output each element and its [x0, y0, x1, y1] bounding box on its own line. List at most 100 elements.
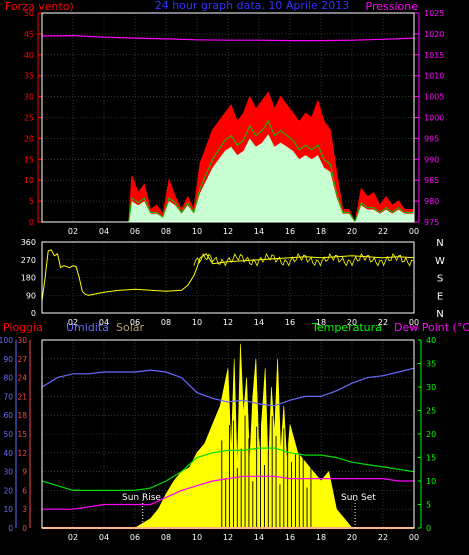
humidity-tick-label: 40: [3, 449, 13, 458]
bottom-x-tick-label: 08: [161, 533, 171, 542]
pressure-tick-label: 1015: [424, 51, 444, 60]
humidity-tick-label: 50: [3, 430, 13, 439]
wind-tick-label: 50: [24, 9, 34, 18]
top-x-tick-label: 02: [68, 227, 78, 236]
bottom-x-tick-label: 18: [316, 533, 326, 542]
bottom-x-tick-label: 06: [130, 533, 140, 542]
humidity-line: [41, 367, 415, 407]
bottom-x-tick-label: 04: [99, 533, 109, 542]
direction-tick-label: 360: [21, 238, 36, 247]
avg-wind-line: [42, 120, 414, 224]
temperature-label: Temperatura: [311, 321, 382, 334]
mid-x-tick-label: 18: [316, 318, 326, 327]
dew-point-line: [42, 475, 414, 510]
wind-tick-label: 45: [24, 30, 34, 39]
mid-x-tick-label: 20: [347, 318, 357, 327]
direction-tick-label: 0: [31, 309, 36, 318]
dew-point-label: Dew Point (°C): [394, 321, 469, 334]
sun-set-annotation: Sun Set: [341, 493, 376, 503]
temperature-tick-label: 5: [426, 501, 431, 510]
avg-wind-area: [42, 134, 414, 222]
compass-label: N: [436, 309, 443, 320]
wind-tick-label: 5: [29, 197, 34, 206]
mid-x-tick-label: 08: [161, 318, 171, 327]
top-x-tick-label: 04: [99, 227, 109, 236]
pressure-axis-label: Pressione: [366, 0, 419, 13]
temperature-tick-label: 25: [426, 407, 436, 416]
solar-label: Solar: [116, 321, 145, 334]
humidity-tick-label: 70: [3, 392, 13, 401]
rain-tick-label: 15: [17, 430, 27, 439]
pressure-tick-label: 985: [424, 176, 439, 185]
rain-tick-label: 27: [17, 355, 27, 364]
humidity-tick-label: 30: [3, 468, 13, 477]
humidity-tick-label: 100: [0, 336, 13, 345]
temperature-tick-label: 20: [426, 430, 436, 439]
pressure-tick-label: 975: [424, 218, 439, 227]
humidity-label: Umidita: [66, 321, 109, 334]
compass-label: W: [435, 256, 445, 267]
wind-tick-label: 20: [24, 134, 34, 143]
humidity-tick-label: 20: [3, 486, 13, 495]
mid-x-tick-label: 00: [409, 318, 419, 327]
bottom-x-tick-label: 12: [223, 533, 233, 542]
wind-tick-label: 25: [24, 114, 34, 123]
wind-tick-label: 0: [29, 218, 34, 227]
wind-tick-label: 30: [24, 93, 34, 102]
temperature-tick-label: 0: [426, 524, 431, 533]
bottom-x-tick-label: 14: [254, 533, 264, 542]
rain-tick-label: 9: [22, 468, 27, 477]
compass-label: E: [437, 291, 443, 302]
wind-axis-label: Forza vento): [5, 0, 74, 13]
wind-direction-line: [41, 249, 415, 302]
pressure-tick-label: 1010: [424, 72, 444, 81]
top-x-tick-label: 18: [316, 227, 326, 236]
rain-tick-label: 24: [17, 374, 27, 383]
temperature-tick-label: 10: [426, 477, 436, 486]
rain-tick-label: 0: [22, 524, 27, 533]
pressure-tick-label: 995: [424, 134, 439, 143]
top-x-tick-label: 22: [378, 227, 388, 236]
rain-tick-label: 6: [22, 486, 27, 495]
rain-tick-label: 12: [17, 449, 27, 458]
top-x-tick-label: 10: [192, 227, 202, 236]
pressure-tick-label: 1020: [424, 30, 444, 39]
temperature-tick-label: 30: [426, 383, 436, 392]
humidity-tick-label: 0: [8, 524, 13, 533]
bottom-x-tick-label: 00: [409, 533, 419, 542]
rain-label: Pioggia: [3, 321, 43, 334]
top-x-tick-label: 06: [130, 227, 140, 236]
top-x-tick-label: 00: [409, 227, 419, 236]
pressure-tick-label: 990: [424, 155, 439, 164]
temperature-tick-label: 15: [426, 454, 436, 463]
chart-title: 24 hour graph data, 10 Aprile 2013: [155, 0, 350, 12]
top-x-tick-label: 20: [347, 227, 357, 236]
wind-tick-label: 40: [24, 51, 34, 60]
wind-tick-label: 15: [24, 155, 34, 164]
temperature-tick-label: 40: [426, 336, 436, 345]
top-x-tick-label: 16: [285, 227, 295, 236]
rain-tick-label: 30: [17, 336, 27, 345]
wind-tick-label: 10: [24, 176, 34, 185]
humidity-tick-label: 90: [3, 355, 13, 364]
mid-frame: [41, 241, 415, 314]
direction-tick-label: 90: [26, 291, 36, 300]
compass-label: N: [436, 238, 443, 249]
bottom-frame: [41, 339, 415, 529]
bottom-x-tick-label: 16: [285, 533, 295, 542]
wind-direction-noise: [193, 252, 414, 267]
mid-x-tick-label: 22: [378, 318, 388, 327]
humidity-tick-label: 10: [3, 505, 13, 514]
pressure-tick-label: 980: [424, 197, 439, 206]
solar-area: [42, 343, 414, 529]
temperature-line: [41, 447, 415, 491]
pressure-tick-label: 1000: [424, 114, 444, 123]
temperature-tick-label: 35: [426, 360, 436, 369]
mid-x-tick-label: 02: [68, 318, 78, 327]
mid-x-tick-label: 16: [285, 318, 295, 327]
bottom-x-tick-label: 10: [192, 533, 202, 542]
sun-rise-annotation: Sun Rise: [122, 493, 161, 503]
bottom-x-tick-label: 20: [347, 533, 357, 542]
mid-x-tick-label: 12: [223, 318, 233, 327]
mid-x-tick-label: 14: [254, 318, 264, 327]
